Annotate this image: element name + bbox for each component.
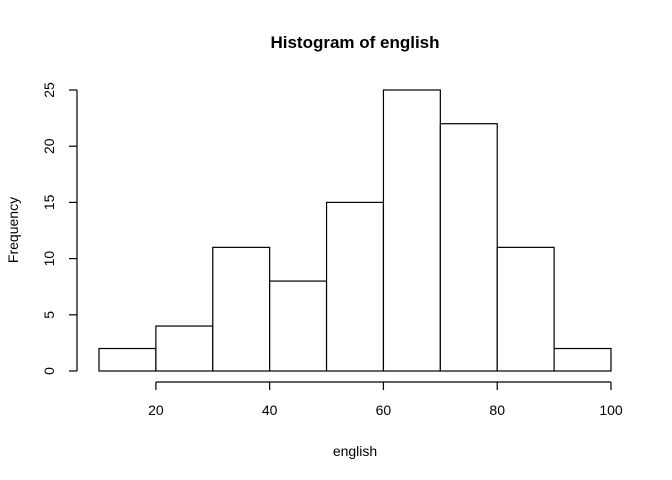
y-tick-label-15: 15	[41, 194, 57, 210]
histogram-bar-50-60	[325, 201, 385, 372]
bars-group	[98, 89, 612, 372]
y-tick-label-25: 25	[41, 82, 57, 98]
y-axis: 0 5 10 15 20 25	[41, 82, 78, 375]
chart-title: Histogram of english	[270, 33, 439, 52]
histogram-bar-80-90	[496, 246, 555, 372]
y-tick-label-5: 5	[41, 311, 57, 319]
histogram-bar-60-70	[382, 89, 441, 372]
y-axis-label: Frequency	[5, 197, 21, 263]
histogram-bar-30-40	[212, 246, 271, 372]
histogram-bar-70-80	[439, 123, 498, 372]
x-axis-label: english	[333, 443, 377, 459]
x-tick-label-100: 100	[599, 402, 623, 418]
y-tick-label-0: 0	[41, 367, 57, 375]
histogram-bar-90-100	[553, 347, 612, 372]
x-axis: 20 40 60 80 100	[148, 381, 623, 418]
histogram-bar-40-50	[269, 280, 328, 372]
x-tick-label-20: 20	[148, 402, 164, 418]
x-tick-label-80: 80	[489, 402, 505, 418]
x-tick-label-60: 60	[376, 402, 392, 418]
y-tick-label-20: 20	[41, 138, 57, 154]
histogram-bar-20-30	[155, 325, 214, 372]
y-tick-label-10: 10	[41, 251, 57, 267]
histogram-bar-10-20	[98, 347, 157, 372]
x-tick-label-40: 40	[262, 402, 278, 418]
